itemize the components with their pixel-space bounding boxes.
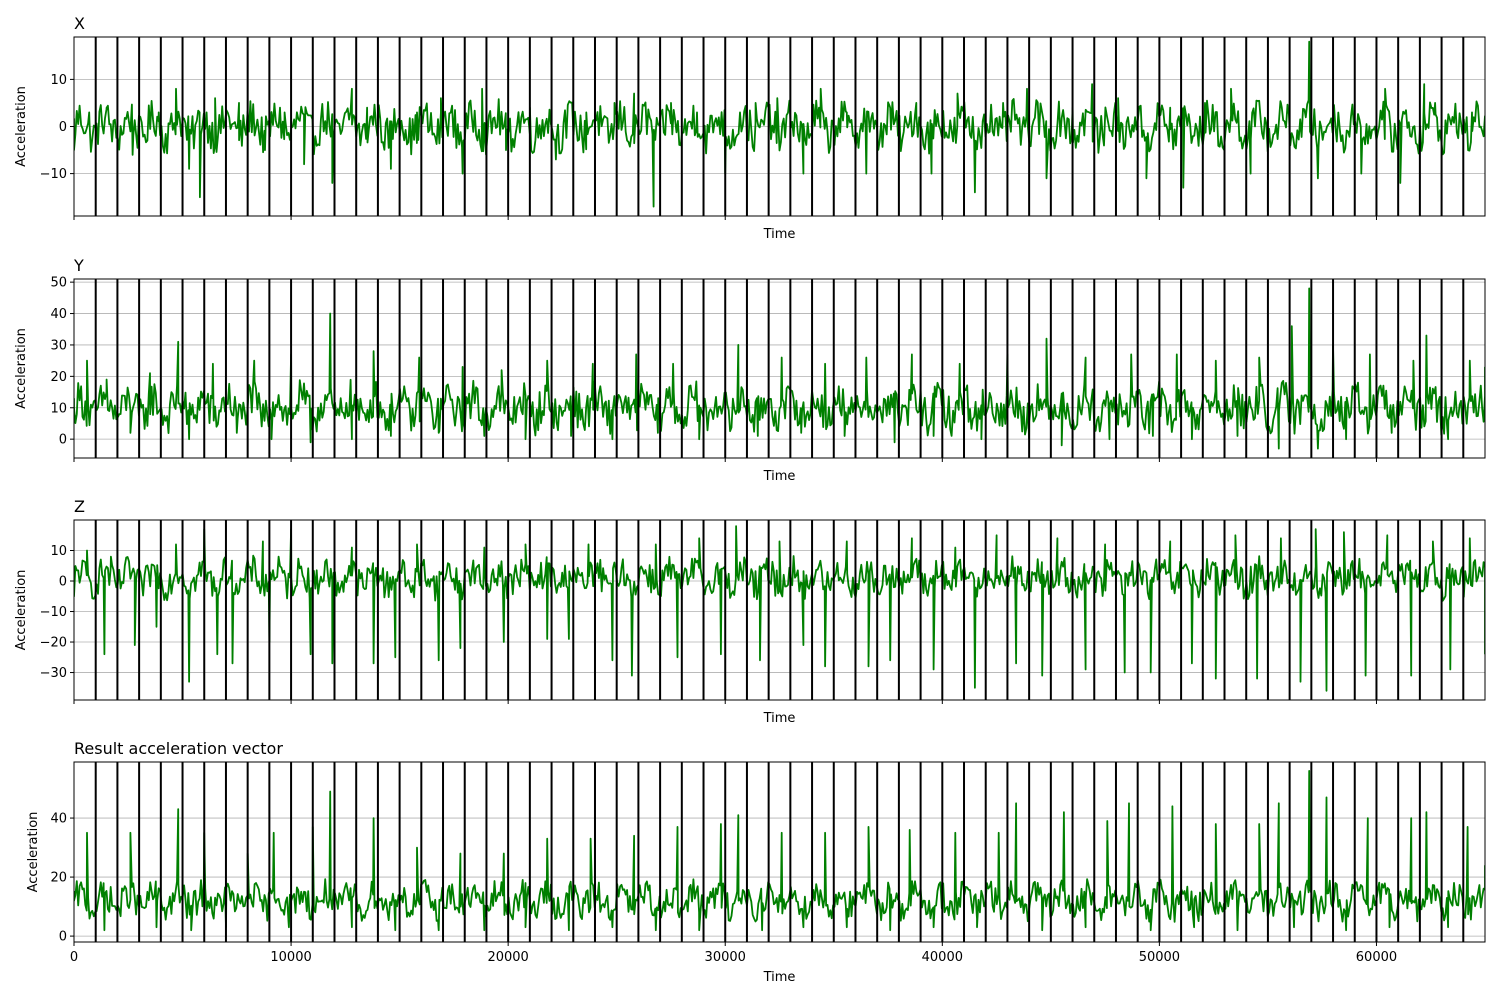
y-tick-label: 10: [50, 544, 67, 559]
y-tick-label: 40: [50, 812, 67, 827]
plot-frame: [73, 761, 1486, 943]
y-tick-label: 20: [50, 370, 67, 385]
y-axis-label: Acceleration: [14, 86, 29, 167]
y-tick-label: 30: [50, 338, 67, 353]
y-tick-label: 0: [59, 120, 67, 135]
subplot-title: Z: [74, 497, 85, 516]
y-axis-label: Acceleration: [26, 812, 41, 893]
x-tick-label: 20000: [487, 950, 528, 965]
y-tick-label: 0: [59, 575, 67, 590]
subplot-2: 0 10 20 30 40 50 Y Time Acceleration: [14, 256, 1486, 484]
x-axis-label: Time: [763, 227, 796, 242]
y-tick-label: 40: [50, 307, 67, 322]
subplot-title: Y: [73, 256, 84, 275]
series-line: [74, 770, 1485, 932]
subplots: −10 0 10 X Time Acceleration 0 10 20 30 40 50 Y Time A…: [14, 14, 1486, 985]
y-tick-label: 10: [50, 73, 67, 88]
subplot-title: Result acceleration vector: [74, 739, 283, 758]
y-tick-label: 0: [59, 433, 67, 448]
y-tick-label: −30: [40, 666, 67, 681]
y-axis-label: Acceleration: [14, 570, 29, 651]
y-tick-label: 20: [50, 871, 67, 886]
x-tick-label: 0: [70, 950, 78, 965]
y-axis-label: Acceleration: [14, 328, 29, 409]
x-tick-label: 40000: [922, 950, 963, 965]
plot-frame: [73, 519, 1486, 701]
y-tick-label: −10: [40, 167, 67, 182]
x-axis-label: Time: [763, 970, 796, 985]
x-tick-label: 30000: [705, 950, 746, 965]
subplot-1: −10 0 10 X Time Acceleration: [14, 14, 1486, 242]
x-tick-label: 60000: [1356, 950, 1397, 965]
y-tick-label: −20: [40, 636, 67, 651]
x-axis-label: Time: [763, 711, 796, 726]
plot-frame: [73, 278, 1486, 459]
y-tick-label: 10: [50, 401, 67, 416]
series-line: [74, 287, 1485, 450]
y-tick-label: −10: [40, 605, 67, 620]
x-tick-label: 50000: [1139, 950, 1180, 965]
subplot-3: −30 −20 −10 0 10 Z Time Acceleration: [14, 497, 1486, 726]
subplot-4: 0 20 40 0 10000 20000 30000 40000 50000 60000 Resu…: [26, 739, 1486, 985]
series-line: [74, 525, 1485, 692]
series-line: [74, 40, 1485, 208]
y-tick-label: 50: [50, 276, 67, 291]
x-axis-label: Time: [763, 469, 796, 484]
x-tick-label: 10000: [270, 950, 311, 965]
subplot-title: X: [74, 14, 85, 33]
y-tick-label: 0: [59, 930, 67, 945]
